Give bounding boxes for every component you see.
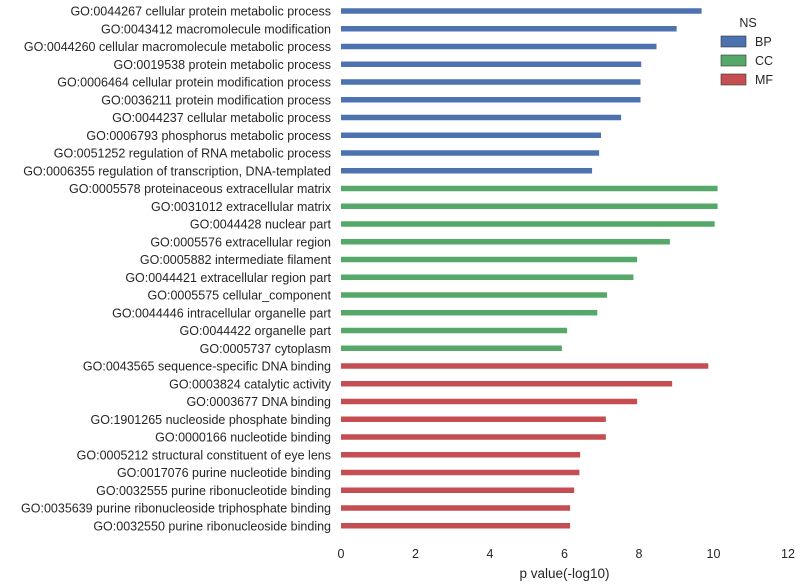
x-tick-label: 10: [707, 547, 721, 561]
legend-swatch-bp: [720, 35, 747, 48]
category-label: GO:0006355 regulation of transcription, …: [23, 164, 331, 178]
legend: NS BP CC MF: [720, 16, 773, 87]
category-labels: GO:0044267 cellular protein metabolic pr…: [21, 5, 332, 534]
category-label: GO:0044421 extracellular region part: [125, 271, 331, 285]
bar-bp-8: [341, 150, 600, 156]
x-tick-label: 12: [781, 547, 795, 561]
bar-cc-16: [341, 292, 607, 298]
bar-bp-0: [341, 8, 702, 14]
x-tick-label: 6: [561, 547, 568, 561]
x-axis-label: p value(-log10): [519, 566, 609, 581]
bar-cc-19: [341, 345, 562, 351]
bar-bp-9: [341, 168, 593, 174]
bar-mf-20: [341, 363, 709, 369]
category-label: GO:0000166 nucleotide binding: [155, 431, 331, 445]
bar-mf-28: [341, 505, 571, 511]
category-label: GO:0043412 macromolecule modification: [101, 22, 331, 36]
category-label: GO:0044267 cellular protein metabolic pr…: [70, 5, 331, 19]
bars: [341, 8, 718, 529]
category-label: GO:0005212 structural constituent of eye…: [77, 448, 331, 462]
category-label: GO:0003677 DNA binding: [186, 395, 331, 409]
category-label: GO:0005737 cytoplasm: [200, 342, 331, 356]
category-label: GO:0006793 phosphorus metabolic process: [86, 129, 331, 143]
bar-mf-27: [341, 487, 575, 493]
bar-cc-14: [341, 256, 638, 263]
category-label: GO:0044237 cellular metabolic process: [112, 111, 331, 125]
category-label: GO:0032555 purine ribonucleotide binding: [96, 484, 331, 498]
legend-label-mf: MF: [755, 73, 773, 87]
category-label: GO:0006464 cellular protein modification…: [57, 76, 331, 90]
bar-mf-26: [341, 469, 580, 476]
legend-label-cc: CC: [755, 54, 773, 68]
bar-cc-18: [341, 327, 568, 334]
category-label: GO:0044260 cellular macromolecule metabo…: [24, 40, 331, 54]
category-label: GO:0019538 protein metabolic process: [114, 58, 332, 72]
bar-bp-2: [341, 43, 657, 50]
bar-bp-1: [341, 26, 677, 32]
bar-mf-22: [341, 398, 638, 405]
bar-mf-21: [341, 381, 673, 387]
x-tick-label: 8: [636, 547, 643, 561]
category-label: GO:0005882 intermediate filament: [140, 253, 332, 267]
category-label: GO:0017076 purine nucleotide binding: [117, 466, 331, 480]
legend-entries: BP CC MF: [720, 35, 773, 87]
x-tick-label: 2: [412, 547, 419, 561]
x-tick-label: 0: [338, 547, 345, 561]
bar-cc-10: [341, 185, 718, 192]
bar-mf-23: [341, 416, 606, 422]
x-axis-ticks: 0 2 4 6 8 10 12: [338, 547, 795, 561]
bar-bp-5: [341, 97, 641, 103]
category-label: GO:0036211 protein modification process: [101, 93, 331, 107]
category-label: GO:0005578 proteinaceous extracellular m…: [69, 182, 332, 196]
bar-cc-13: [341, 239, 670, 245]
bar-mf-24: [341, 434, 606, 440]
bar-mf-29: [341, 523, 571, 529]
legend-title: NS: [739, 16, 756, 30]
bar-bp-6: [341, 114, 622, 121]
bar-bp-3: [341, 61, 642, 67]
category-label: GO:0044422 organelle part: [180, 324, 332, 338]
category-label: GO:0031012 extracellular matrix: [151, 200, 332, 214]
category-label: GO:0005575 cellular_component: [148, 289, 332, 303]
bar-bp-7: [341, 132, 602, 138]
category-label: GO:0051252 regulation of RNA metabolic p…: [54, 147, 331, 161]
legend-swatch-cc: [720, 54, 747, 67]
category-label: GO:0003824 catalytic activity: [169, 377, 332, 391]
bar-mf-25: [341, 452, 581, 458]
category-label: GO:1901265 nucleoside phosphate binding: [91, 413, 332, 427]
legend-label-bp: BP: [755, 35, 772, 49]
bar-cc-11: [341, 203, 718, 209]
bar-bp-4: [341, 79, 641, 85]
bar-cc-17: [341, 310, 598, 316]
category-label: GO:0005576 extracellular region: [150, 235, 331, 249]
category-label: GO:0032550 purine ribonucleoside binding: [93, 519, 331, 533]
bar-cc-12: [341, 221, 715, 227]
legend-swatch-mf: [720, 73, 747, 86]
category-label: GO:0044428 nuclear part: [190, 218, 332, 232]
category-label: GO:0043565 sequence-specific DNA binding: [83, 360, 331, 374]
bar-cc-15: [341, 274, 634, 280]
category-label: GO:0044446 intracellular organelle part: [112, 306, 331, 320]
x-tick-label: 4: [487, 547, 494, 561]
category-label: GO:0035639 purine ribonucleoside triphos…: [21, 502, 331, 516]
